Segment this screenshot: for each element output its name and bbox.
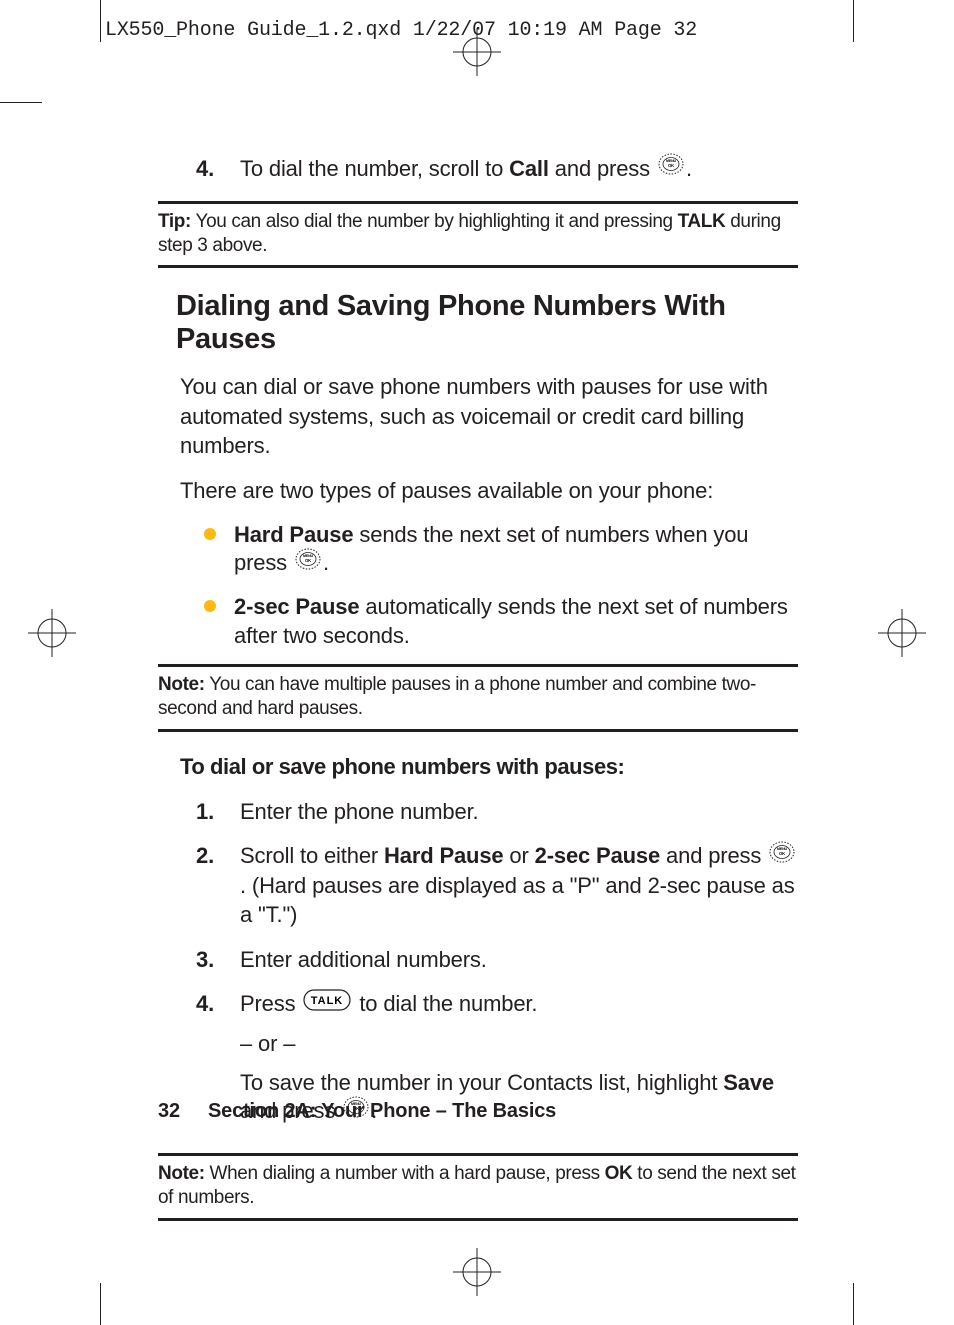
- registration-mark-left-icon: [28, 609, 76, 657]
- menu-ok-button-icon: MENUOK: [295, 548, 321, 578]
- step-number: 2.: [196, 842, 240, 929]
- svg-text:OK: OK: [305, 558, 311, 563]
- svg-text:OK: OK: [668, 163, 674, 168]
- registration-mark-top-icon: [453, 28, 501, 76]
- step-number: 3.: [196, 946, 240, 975]
- crop-mark: [0, 102, 42, 103]
- step-1: 1. Enter the phone number.: [196, 798, 479, 827]
- step-4-initial: 4. To dial the number, scroll to Call an…: [196, 155, 692, 185]
- crop-mark: [853, 0, 854, 42]
- step-text: Enter the phone number.: [240, 798, 479, 827]
- crop-mark: [100, 1283, 101, 1325]
- intro-paragraph-1: You can dial or save phone numbers with …: [180, 372, 798, 459]
- section-footer-label: Section 2A: Your Phone – The Basics: [208, 1100, 556, 1122]
- crop-mark: [853, 1283, 854, 1325]
- bullet-text: Hard Pause sends the next set of numbers…: [234, 521, 798, 580]
- note-box-1: Note: You can have multiple pauses in a …: [158, 664, 798, 732]
- menu-ok-button-icon: MENUOK: [658, 153, 684, 183]
- step-number: 1.: [196, 798, 240, 827]
- intro-paragraph-2: There are two types of pauses available …: [180, 476, 798, 505]
- svg-text:OK: OK: [779, 851, 785, 856]
- page-footer: 32 Section 2A: Your Phone – The Basics: [158, 1100, 556, 1123]
- menu-ok-button-icon: MENUOK: [769, 841, 795, 871]
- section-heading: Dialing and Saving Phone Numbers With Pa…: [176, 290, 798, 356]
- svg-text:TALK: TALK: [311, 995, 344, 1007]
- registration-mark-bottom-icon: [453, 1248, 501, 1296]
- steps-list: 1. Enter the phone number. 2. Scroll to …: [196, 798, 798, 1138]
- talk-button-icon: TALK: [303, 989, 351, 1019]
- bullet-item: Hard Pause sends the next set of numbers…: [204, 521, 798, 580]
- bullet-icon: [204, 521, 234, 580]
- step-text: Enter additional numbers.: [240, 946, 487, 975]
- tip-label: Tip:: [158, 211, 191, 232]
- print-header: LX550_Phone Guide_1.2.qxd 1/22/07 10:19 …: [105, 19, 697, 42]
- crop-mark: [100, 0, 101, 42]
- registration-mark-right-icon: [878, 609, 926, 657]
- bullet-text: 2-sec Pause automatically sends the next…: [234, 593, 798, 650]
- note-label: Note:: [158, 1163, 205, 1184]
- step-number: 4.: [196, 155, 240, 185]
- bullet-icon: [204, 593, 234, 650]
- bullet-list: Hard Pause sends the next set of numbers…: [204, 521, 798, 651]
- bullet-item: 2-sec Pause automatically sends the next…: [204, 593, 798, 650]
- step-2: 2. Scroll to either Hard Pause or 2-sec …: [196, 842, 798, 929]
- page-content: 4. To dial the number, scroll to Call an…: [158, 155, 798, 1235]
- procedure-heading: To dial or save phone numbers with pause…: [180, 754, 798, 780]
- note-label: Note:: [158, 674, 205, 695]
- step-text: Scroll to either Hard Pause or 2-sec Pau…: [240, 842, 798, 929]
- page-number: 32: [158, 1100, 180, 1122]
- note-box-2: Note: When dialing a number with a hard …: [158, 1153, 798, 1221]
- step-3: 3. Enter additional numbers.: [196, 946, 487, 975]
- step-text: To dial the number, scroll to Call and p…: [240, 155, 692, 185]
- tip-box: Tip: You can also dial the number by hig…: [158, 201, 798, 269]
